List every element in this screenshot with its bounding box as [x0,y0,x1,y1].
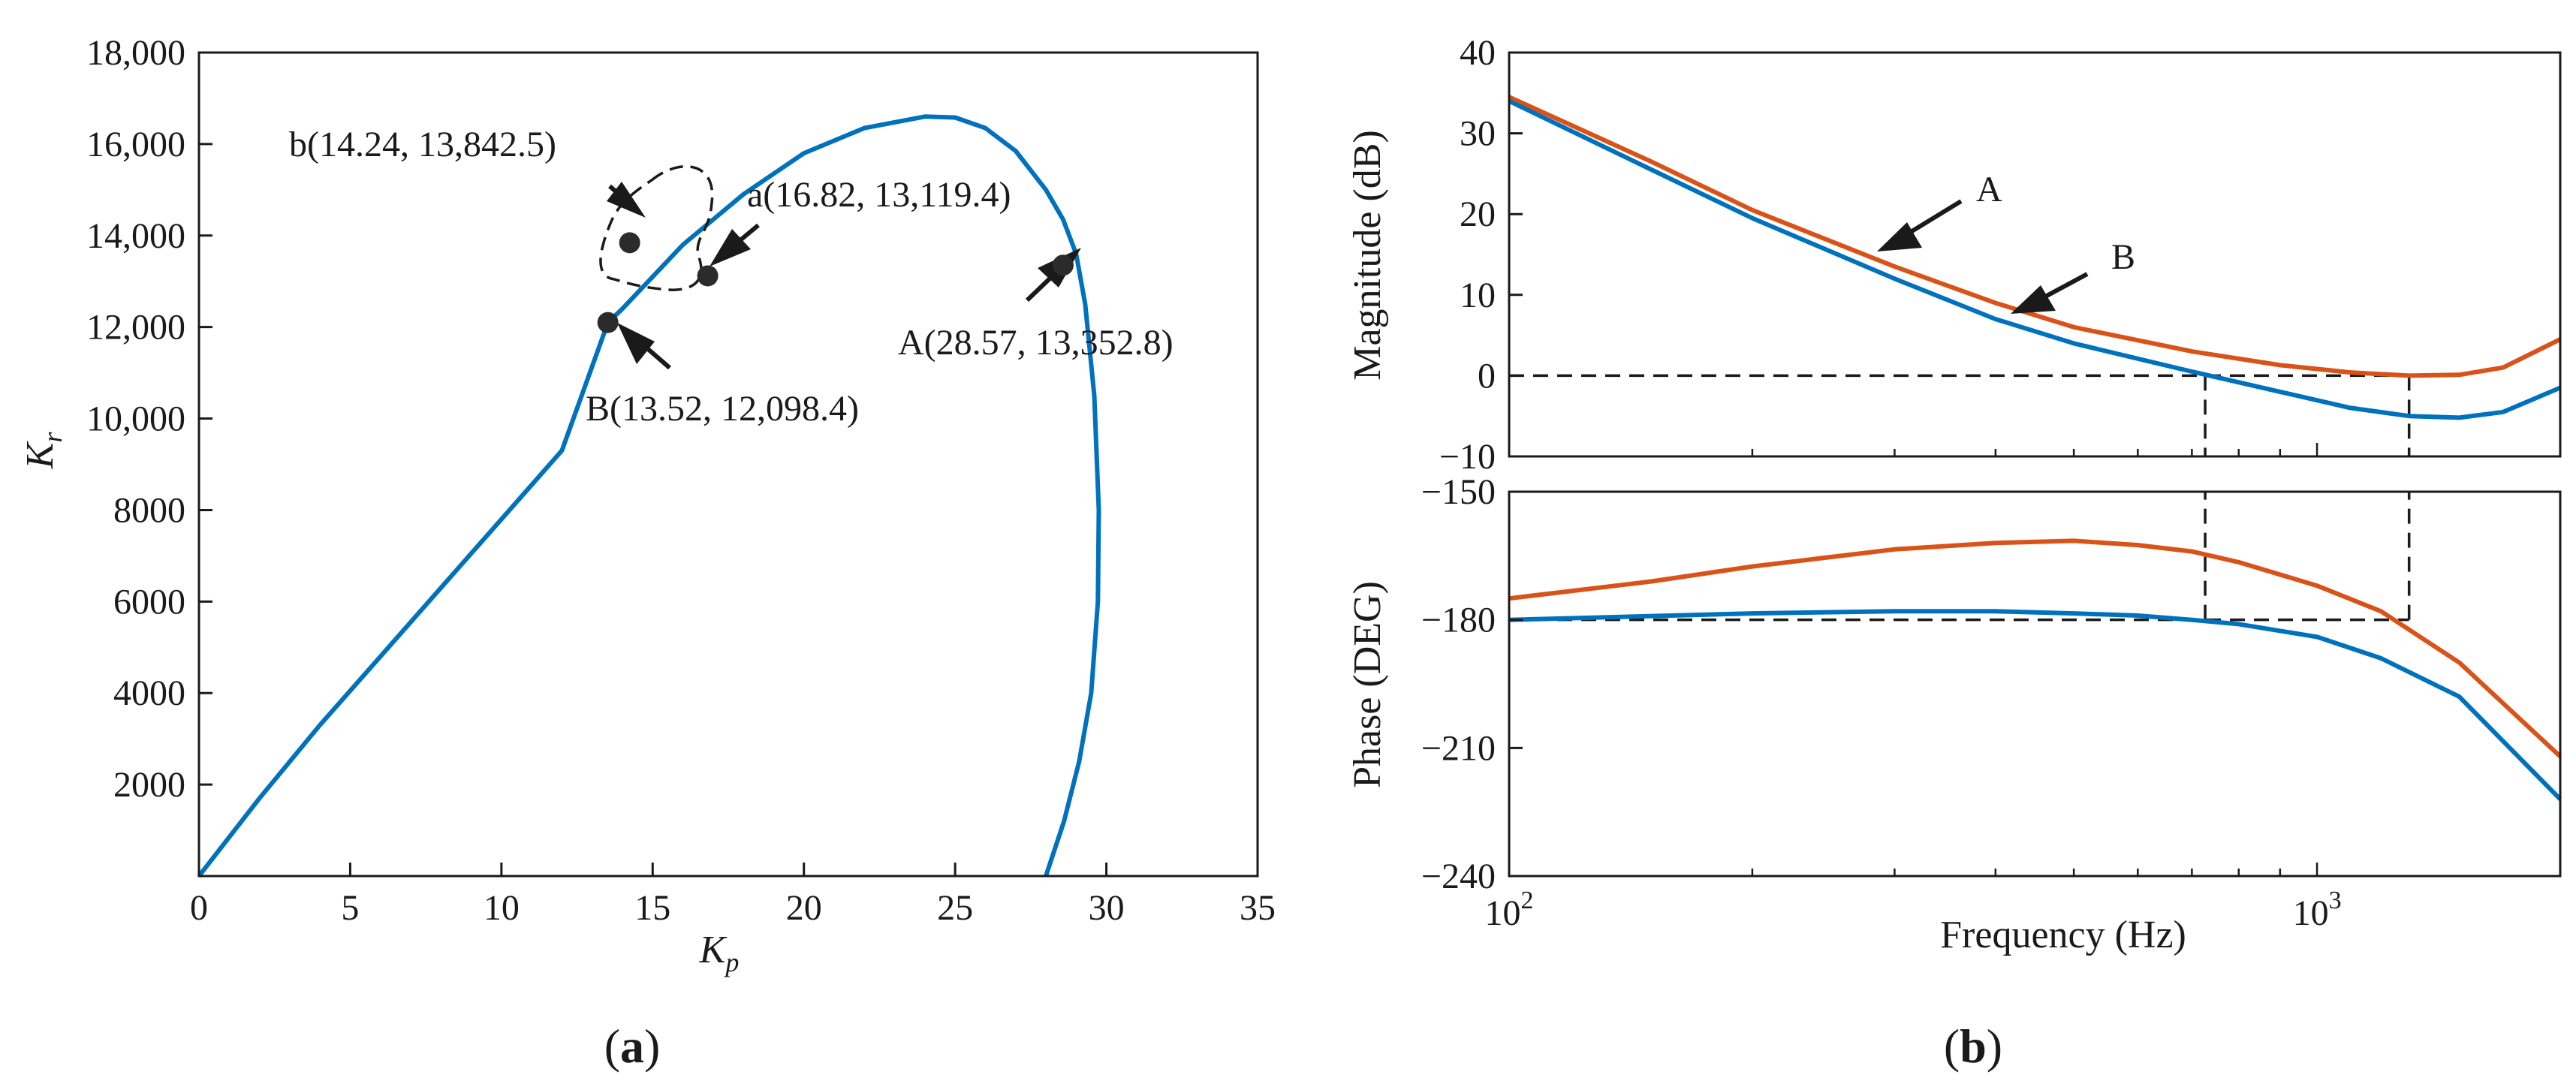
x-tick-label: 10 [484,888,520,928]
arrow-a [710,223,760,266]
y-axis-label-magnitude: Magnitude (dB) [1346,130,1389,381]
y-tick-label-magnitude: −10 [1439,437,1496,477]
plot-area-magnitude [1508,95,2562,456]
series-label-A: A [1976,170,2002,209]
x-axis-label-frequency: Frequency (Hz) [1940,914,2186,956]
series-line-magnitude-B [1508,98,2562,420]
arrow-b [607,182,646,218]
x-axis-a: 0 5 10 15 20 25 30 35 [190,863,1276,928]
arrow-series-A [1877,199,1963,251]
panel-label-a-letter: a [620,1019,644,1073]
x-tick-label: 25 [937,888,973,928]
y-axis-phase: −240 −210 −180 −150 [1421,472,1523,896]
x-axis-label-a: Kp [699,929,740,977]
marked-point [697,265,719,287]
y-tick-label: 14,000 [86,216,185,256]
y-tick-label: 12,000 [86,308,185,348]
y-tick-label-magnitude: 30 [1460,114,1496,154]
x-axis-frequency: 102 103 [1485,887,2342,933]
arrow-series-B [2011,272,2089,314]
panel-label-a: (a) [604,1019,661,1073]
x-tick-label-frequency: 102 [1485,887,1534,933]
plot-frame-phase [1508,490,2562,878]
label-point-b: b(14.24, 13,842.5) [289,125,556,164]
x-tick-label: 0 [190,888,208,928]
arrow-B [617,323,671,370]
marked-point [1052,254,1074,276]
x-axis-label-main: K [699,929,728,971]
y-tick-label: 16,000 [86,125,185,164]
series-line-magnitude-A [1508,95,2562,378]
x-tick-exponent: 3 [2329,887,2342,914]
x-tick-label: 20 [786,888,822,928]
y-tick-label: 10,000 [86,399,185,439]
y-tick-label: 2000 [113,765,185,805]
x-tick-base: 10 [1485,893,1521,933]
label-point-A: A(28.57, 13,352.8) [898,323,1174,363]
y-tick-label: 6000 [113,582,185,622]
y-tick-label-magnitude: 20 [1460,194,1496,234]
x-tick-label-frequency: 103 [2293,887,2342,933]
panel-a: 0 5 10 15 20 25 30 35 2000 4000 6000 8000 10,000 12,… [19,33,1276,1073]
y-tick-label: 18,000 [86,33,185,73]
arrow-A [1025,248,1081,303]
x-axis-label-sub: p [723,947,739,977]
y-axis-label-sub: r [38,432,68,443]
label-point-B: B(13.52, 12,098.4) [586,389,859,429]
y-tick-label: 8000 [113,490,185,530]
series-line-phase-B [1508,609,2562,801]
y-tick-label-phase: −180 [1421,601,1496,640]
series-line-phase-A [1508,538,2562,758]
x-tick-label: 15 [634,888,670,928]
y-tick-label-phase: −210 [1421,728,1496,768]
x-tick-base: 10 [2293,893,2329,933]
y-tick-label: 4000 [113,673,185,713]
x-tick-label: 35 [1240,888,1276,928]
dashed-loop [599,165,714,291]
y-axis-magnitude: −10 0 10 20 30 40 [1439,33,1523,477]
y-tick-label-phase: −240 [1421,857,1496,896]
marked-point [619,232,640,254]
y-tick-label-phase: −150 [1421,472,1496,512]
y-tick-label-magnitude: 0 [1478,356,1496,396]
label-point-a: a(16.82, 13,119.4) [747,175,1011,215]
y-axis-label-phase: Phase (DEG) [1346,581,1389,788]
marked-points [597,232,1074,333]
plot-frame-magnitude [1508,51,2562,458]
y-axis-a: 2000 4000 6000 8000 10,000 12,000 14,000 16,000… [86,33,212,805]
panel-label-b: (b) [1944,1019,2002,1073]
y-tick-label-magnitude: 10 [1460,276,1496,315]
plot-area-phase [1508,492,2562,876]
y-tick-label-magnitude: 40 [1460,33,1496,73]
series-line-boundary [197,114,1101,878]
panel-label-b-letter: b [1960,1019,1987,1073]
plot-frame-a [197,51,1259,878]
marked-point [597,312,619,333]
x-tick-exponent: 2 [1521,887,1534,914]
y-axis-label-a: Kr [19,432,68,470]
series-label-B: B [2111,237,2135,277]
plot-area-a [197,114,1101,878]
x-tick-label: 5 [341,888,359,928]
x-tick-label: 30 [1089,888,1125,928]
y-axis-label-main: K [19,441,62,469]
